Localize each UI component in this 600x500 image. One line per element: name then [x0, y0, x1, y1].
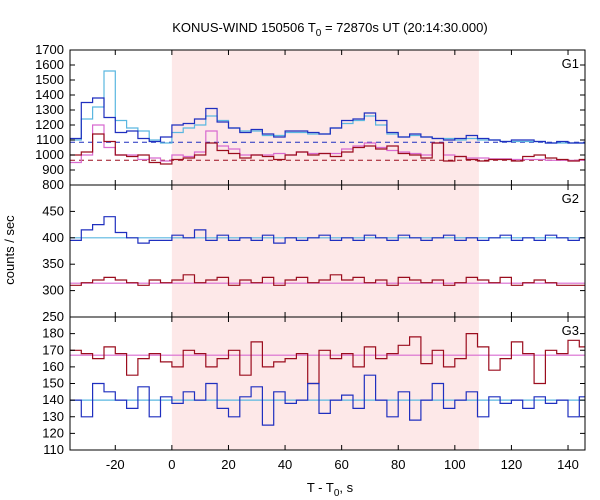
g1-series-lightblue: [70, 70, 585, 144]
g3-y-tick-label: 180: [42, 326, 64, 341]
x-tick-label: 0: [168, 457, 175, 472]
g1-y-tick-label: 900: [42, 162, 64, 177]
x-tick-label: 140: [557, 457, 579, 472]
x-tick-label: 60: [334, 457, 348, 472]
g2-series-blue: [70, 216, 585, 244]
g1-y-tick-label: 1500: [35, 72, 64, 87]
g3-y-tick-label: 120: [42, 425, 64, 440]
g1-y-tick-label: 1200: [35, 117, 64, 132]
g1-series-red: [70, 133, 585, 165]
g1-y-tick-label: 1400: [35, 87, 64, 102]
g2-series-red: [70, 274, 585, 286]
g1-series-blue: [70, 97, 585, 144]
g2-y-tick-label: 450: [42, 203, 64, 218]
x-tick-label: 120: [501, 457, 523, 472]
g3-y-tick-label: 130: [42, 409, 64, 424]
x-tick-label: 100: [444, 457, 466, 472]
g3-y-tick-label: 110: [43, 442, 64, 457]
g1-series-pink: [70, 124, 585, 164]
y-axis-title: counts / sec: [2, 215, 17, 285]
x-tick-label: 80: [391, 457, 405, 472]
g2-y-tick-label: 400: [42, 230, 64, 245]
g3-y-tick-label: 150: [42, 376, 64, 391]
chart-title: KONUS-WIND 150506 T0 = 72870s UT (20:14:…: [172, 20, 487, 39]
g1-panel-label: G1: [562, 56, 579, 71]
plot-area: 80090010001100120013001400150016001700G1…: [35, 42, 586, 472]
g1-y-tick-label: 1600: [35, 57, 64, 72]
g3-y-tick-label: 140: [42, 392, 64, 407]
highlight-interval: [171, 50, 479, 450]
g1-y-tick-label: 1700: [35, 42, 64, 57]
x-axis-title: T - T0, s: [307, 480, 354, 499]
g2-y-tick-label: 300: [42, 283, 64, 298]
g3-y-tick-label: 160: [42, 359, 64, 374]
g2-y-tick-label: 250: [42, 309, 64, 324]
g1-y-tick-label: 1000: [35, 147, 64, 162]
x-tick-label: 20: [221, 457, 235, 472]
g3-series-blue: [70, 374, 585, 426]
x-tick-label: -20: [106, 457, 125, 472]
g1-y-tick-label: 1300: [35, 102, 64, 117]
g2-y-tick-label: 350: [42, 256, 64, 271]
g2-panel-label: G2: [562, 191, 579, 206]
x-tick-label: 40: [278, 457, 292, 472]
g1-y-tick-label: 800: [42, 177, 64, 192]
g3-series-red: [70, 333, 585, 385]
g3-y-tick-label: 170: [42, 342, 64, 357]
g3-panel-label: G3: [562, 323, 579, 338]
g1-y-tick-label: 1100: [36, 132, 64, 147]
